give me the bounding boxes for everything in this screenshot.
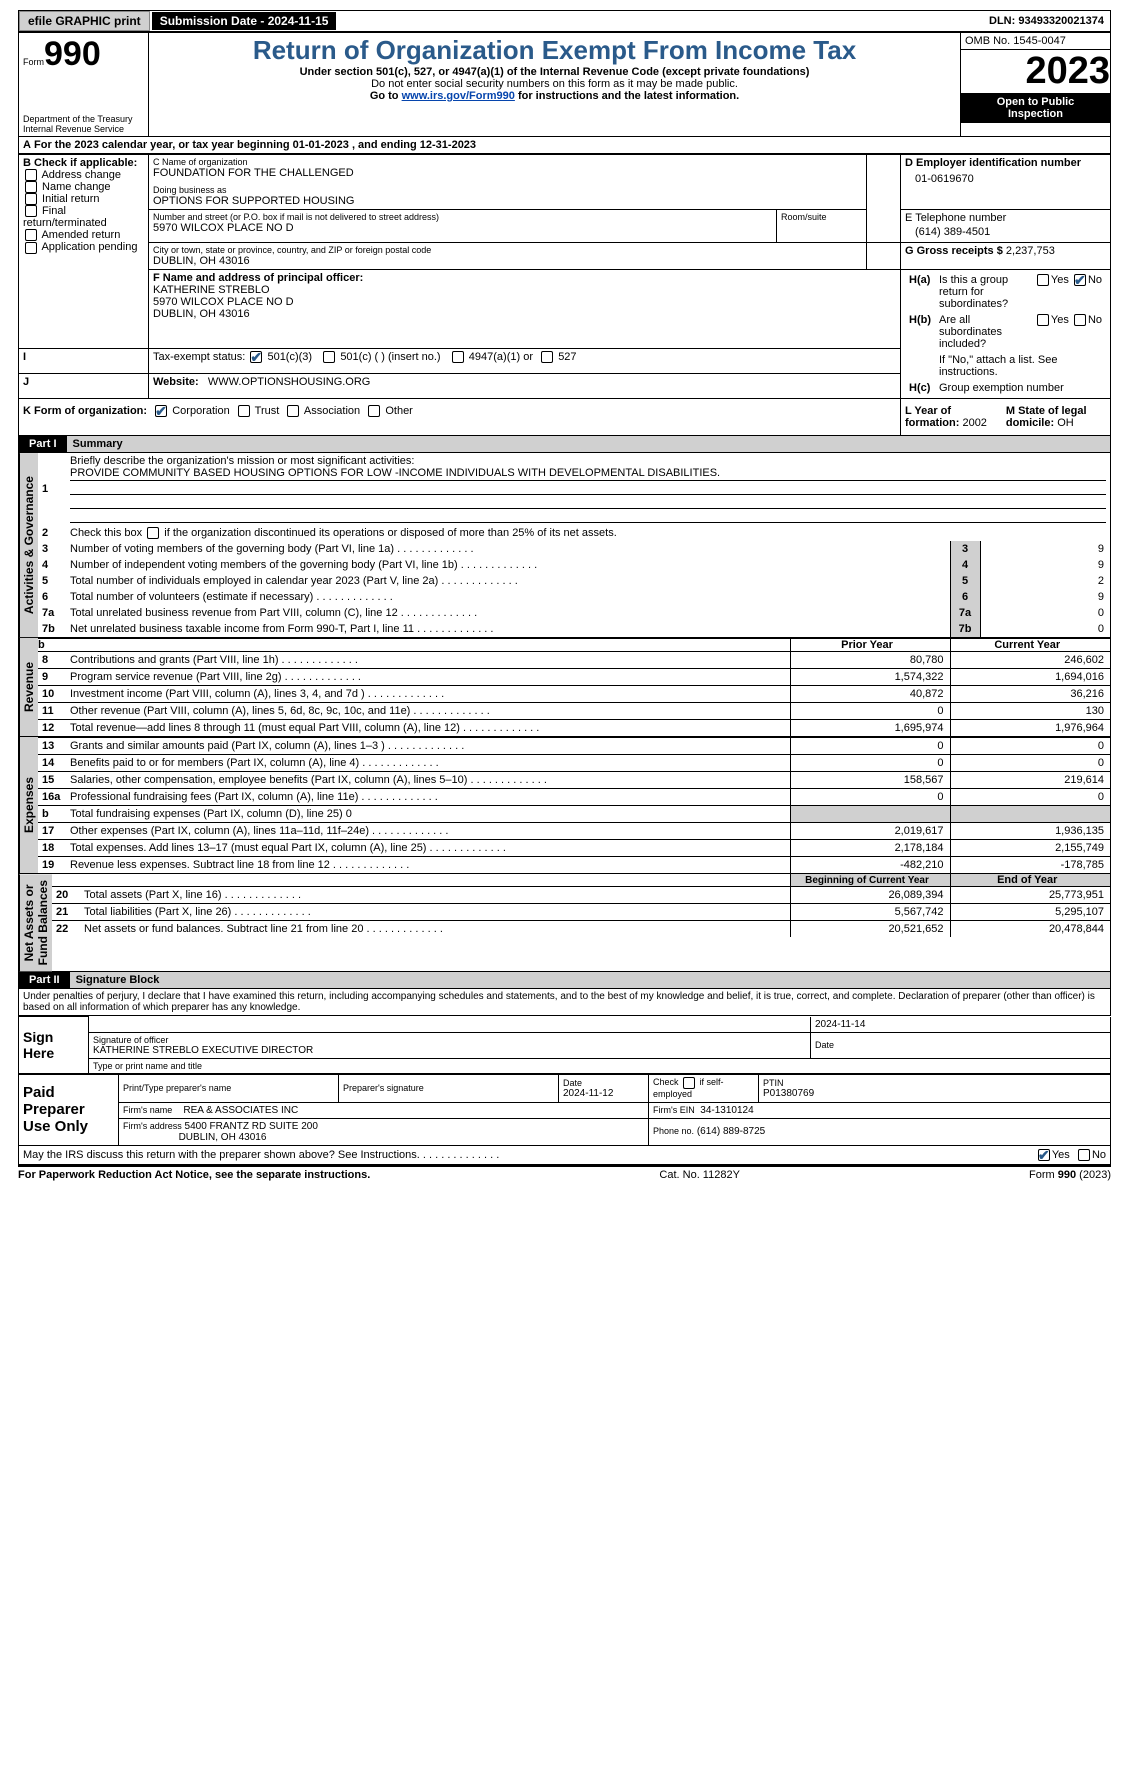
part2-header: Part II bbox=[19, 972, 70, 988]
officer-addr2: DUBLIN, OH 43016 bbox=[153, 308, 250, 320]
city-value: DUBLIN, OH 43016 bbox=[153, 255, 862, 267]
footer-mid: Cat. No. 11282Y bbox=[659, 1169, 740, 1181]
phone-value: (614) 389-4501 bbox=[905, 224, 1106, 240]
f-label: F Name and address of principal officer: bbox=[153, 272, 363, 284]
discuss-yes-checkbox[interactable] bbox=[1038, 1149, 1050, 1161]
part2-title: Signature Block bbox=[70, 972, 1110, 988]
firm-name: REA & ASSOCIATES INC bbox=[183, 1105, 298, 1116]
dba-value: OPTIONS FOR SUPPORTED HOUSING bbox=[153, 195, 862, 207]
irs-link[interactable]: www.irs.gov/Form990 bbox=[402, 90, 515, 102]
side-rev: Revenue bbox=[19, 638, 38, 736]
firm-phone: (614) 889-8725 bbox=[697, 1126, 765, 1137]
addr-value: 5970 WILCOX PLACE NO D bbox=[153, 222, 772, 234]
hb-text: Are all subordinates included? bbox=[935, 312, 1031, 352]
ha-yes-checkbox[interactable] bbox=[1037, 274, 1049, 286]
org-name: FOUNDATION FOR THE CHALLENGED bbox=[153, 167, 862, 179]
line2-text: Check this box if the organization disco… bbox=[70, 527, 617, 539]
footer-right: Form 990 (2023) bbox=[1029, 1169, 1111, 1181]
officer-name: KATHERINE STREBLO bbox=[153, 284, 270, 296]
dln: DLN: 93493320021374 bbox=[989, 15, 1110, 27]
line2-checkbox[interactable] bbox=[147, 527, 159, 539]
d-label: D Employer identification number bbox=[905, 157, 1106, 169]
501c3-checkbox[interactable] bbox=[250, 351, 262, 363]
k-checkbox[interactable] bbox=[287, 405, 299, 417]
city-label: City or town, state or province, country… bbox=[153, 245, 862, 255]
form-word: Form bbox=[23, 57, 44, 67]
gross-receipts: 2,237,753 bbox=[1006, 245, 1055, 257]
i-label: Tax-exempt status: bbox=[153, 351, 245, 363]
open-to-public: Open to Public Inspection bbox=[961, 93, 1110, 123]
dept-treasury: Department of the Treasury Internal Reve… bbox=[23, 114, 144, 134]
k-checkbox[interactable] bbox=[155, 405, 167, 417]
mission-text: PROVIDE COMMUNITY BASED HOUSING OPTIONS … bbox=[70, 467, 1106, 481]
b-checkbox[interactable] bbox=[25, 193, 37, 205]
firm-addr2: DUBLIN, OH 43016 bbox=[179, 1132, 267, 1143]
hc-text: Group exemption number bbox=[935, 380, 1106, 396]
e-label: E Telephone number bbox=[905, 212, 1106, 224]
room-label: Room/suite bbox=[781, 212, 862, 222]
state-domicile: OH bbox=[1057, 417, 1074, 429]
k-checkbox[interactable] bbox=[368, 405, 380, 417]
officer-signature: KATHERINE STREBLO EXECUTIVE DIRECTOR bbox=[93, 1045, 806, 1056]
b-checkbox[interactable] bbox=[25, 169, 37, 181]
year-formation: 2002 bbox=[962, 417, 986, 429]
527-checkbox[interactable] bbox=[541, 351, 553, 363]
firm-addr1: 5400 FRANTZ RD SUITE 200 bbox=[185, 1121, 318, 1132]
c-name-label: C Name of organization bbox=[153, 157, 862, 167]
col-prior: Prior Year bbox=[790, 639, 950, 652]
ptin: P01380769 bbox=[763, 1088, 814, 1099]
discuss-no-checkbox[interactable] bbox=[1078, 1149, 1090, 1161]
4947-checkbox[interactable] bbox=[452, 351, 464, 363]
subtitle-2: Do not enter social security numbers on … bbox=[153, 78, 956, 90]
firm-ein: 34-1310124 bbox=[700, 1105, 753, 1116]
501c-checkbox[interactable] bbox=[323, 351, 335, 363]
ha-text: Is this a group return for subordinates? bbox=[935, 272, 1031, 312]
website: WWW.OPTIONSHOUSING.ORG bbox=[208, 376, 371, 388]
form-title: Return of Organization Exempt From Incom… bbox=[153, 35, 956, 66]
section-a: A For the 2023 calendar year, or tax yea… bbox=[18, 137, 1111, 154]
b-checkbox[interactable] bbox=[25, 181, 37, 193]
hb-yes-checkbox[interactable] bbox=[1037, 314, 1049, 326]
submission-date: Submission Date - 2024-11-15 bbox=[152, 12, 337, 30]
topbar: efile GRAPHIC print Submission Date - 20… bbox=[18, 10, 1111, 32]
b-checkbox[interactable] bbox=[25, 205, 37, 217]
tax-year: 2023 bbox=[961, 50, 1110, 93]
ein-value: 01-0619670 bbox=[905, 169, 1106, 189]
part1-title: Summary bbox=[67, 436, 1110, 452]
footer-left: For Paperwork Reduction Act Notice, see … bbox=[18, 1169, 370, 1181]
k-checkbox[interactable] bbox=[238, 405, 250, 417]
b-checkbox[interactable] bbox=[25, 229, 37, 241]
self-employed-checkbox[interactable] bbox=[683, 1077, 695, 1089]
discuss-text: May the IRS discuss this return with the… bbox=[23, 1149, 420, 1161]
col-current: Current Year bbox=[950, 639, 1110, 652]
side-na: Net Assets or Fund Balances bbox=[19, 874, 52, 971]
hb-note: If "No," attach a list. See instructions… bbox=[935, 352, 1106, 380]
line1-label: Briefly describe the organization's miss… bbox=[70, 455, 414, 467]
efile-print-button[interactable]: efile GRAPHIC print bbox=[19, 11, 150, 31]
subtitle-1: Under section 501(c), 527, or 4947(a)(1)… bbox=[153, 66, 956, 78]
g-label: G Gross receipts $ bbox=[905, 245, 1003, 257]
paid-preparer: Paid Preparer Use Only bbox=[19, 1074, 119, 1145]
sign-here: Sign Here bbox=[19, 1017, 89, 1074]
side-exp: Expenses bbox=[19, 737, 38, 873]
officer-addr1: 5970 WILCOX PLACE NO D bbox=[153, 296, 294, 308]
col-beginning: Beginning of Current Year bbox=[790, 874, 950, 886]
b-checkbox[interactable] bbox=[25, 242, 37, 254]
ha-no-checkbox[interactable] bbox=[1074, 274, 1086, 286]
omb-number: OMB No. 1545-0047 bbox=[961, 33, 1110, 50]
side-ag: Activities & Governance bbox=[19, 453, 38, 637]
form-number: 990 bbox=[44, 35, 101, 73]
dba-label: Doing business as bbox=[153, 185, 862, 195]
col-end: End of Year bbox=[950, 874, 1110, 886]
prep-date: 2024-11-12 bbox=[563, 1088, 613, 1099]
entity-block: B Check if applicable: Address change Na… bbox=[18, 154, 1111, 436]
header-block: Form990 Department of the Treasury Inter… bbox=[18, 32, 1111, 137]
section-b-label: B Check if applicable: bbox=[23, 157, 144, 169]
hb-no-checkbox[interactable] bbox=[1074, 314, 1086, 326]
subtitle-3: Go to www.irs.gov/Form990 for instructio… bbox=[153, 90, 956, 102]
addr-label: Number and street (or P.O. box if mail i… bbox=[153, 212, 772, 222]
perjury-declaration: Under penalties of perjury, I declare th… bbox=[18, 989, 1111, 1016]
part1-header: Part I bbox=[19, 436, 67, 452]
